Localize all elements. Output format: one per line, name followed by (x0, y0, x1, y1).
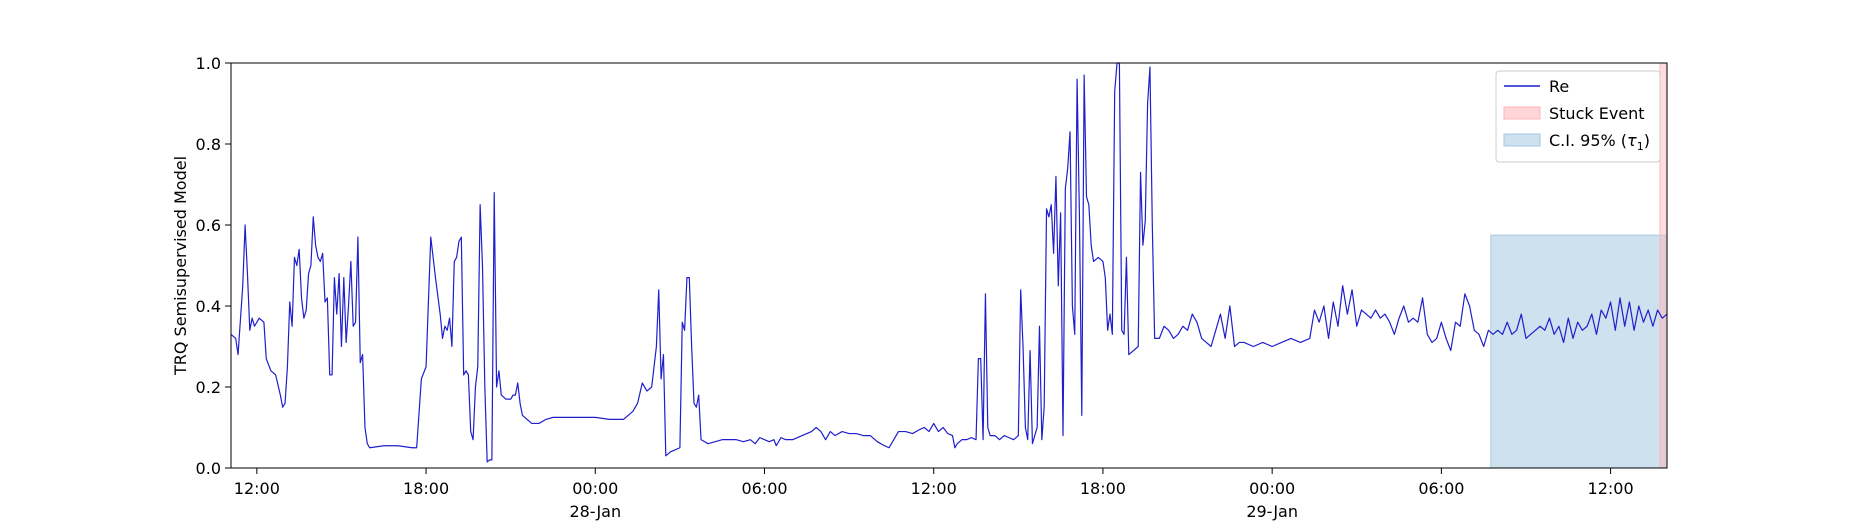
x-tick-label: 12:00 (1588, 479, 1634, 498)
x-tick-label: 12:00 (911, 479, 957, 498)
legend-swatch-patch (1503, 133, 1541, 147)
x-tick-label: 18:00 (403, 479, 449, 498)
legend: Re Stuck Event C.I. 95% (τ1) (1495, 70, 1661, 163)
y-tick-label: 0.4 (196, 297, 221, 316)
x-tick-label: 06:00 (741, 479, 787, 498)
x-tick-label: 29-Jan (1246, 502, 1298, 521)
y-axis: 0.0 0.2 0.4 0.6 0.8 1.0 (196, 54, 231, 478)
x-tick-label: 06:00 (1418, 479, 1464, 498)
ci-region (1490, 234, 1668, 469)
y-tick-label: 1.0 (196, 54, 221, 73)
y-tick-label: 0.6 (196, 216, 221, 235)
x-tick-label: 12:00 (234, 479, 280, 498)
x-axis: 12:0018:0000:0028-Jan199906:0012:0018:00… (234, 468, 1634, 521)
y-tick-label: 0.2 (196, 378, 221, 397)
x-tick-label: 28-Jan (569, 502, 621, 521)
y-axis-label: TRQ Semisupervised Model (171, 156, 190, 376)
series-line-re (230, 62, 1668, 463)
shaded-regions (1490, 62, 1668, 469)
plot-frame (230, 62, 1668, 469)
x-tick-label: 00:00 (572, 479, 618, 498)
legend-swatch-patch (1503, 106, 1541, 120)
y-tick-label: 0.8 (196, 135, 221, 154)
series-lines (230, 62, 1668, 463)
legend-label: Re (1549, 77, 1569, 96)
stuck-event-region (1659, 62, 1668, 469)
y-tick-label: 0.0 (196, 459, 221, 478)
legend-label: Stuck Event (1549, 104, 1645, 123)
x-tick-label: 18:00 (1080, 479, 1126, 498)
legend-label: C.I. 95% (τ1) (1549, 131, 1650, 153)
x-tick-label: 00:00 (1249, 479, 1295, 498)
